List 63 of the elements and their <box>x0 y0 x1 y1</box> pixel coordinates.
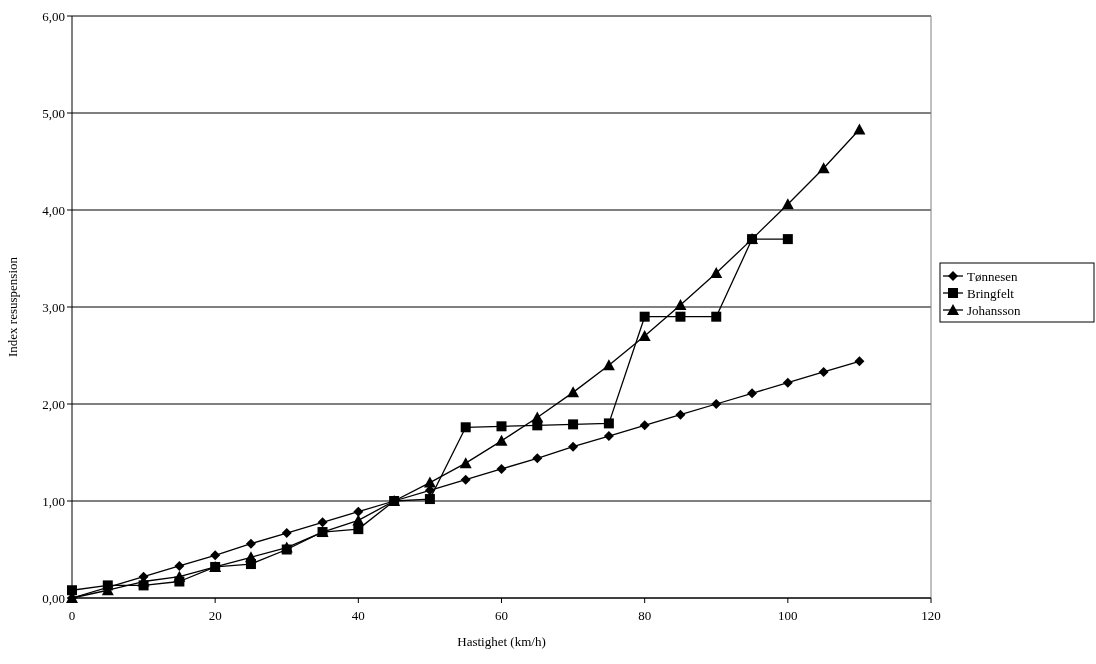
point <box>352 514 365 526</box>
legend-label: Johansson <box>967 302 1021 318</box>
point <box>817 162 830 174</box>
point <box>353 524 364 535</box>
x-tick-label: 100 <box>778 608 798 623</box>
y-axis-title: Index resuspension <box>5 256 20 358</box>
point <box>568 441 579 452</box>
y-tick-label: 5,00 <box>42 105 65 121</box>
point <box>603 431 614 442</box>
point <box>423 476 436 488</box>
point <box>210 550 221 561</box>
point <box>460 474 471 485</box>
point <box>424 494 435 505</box>
point <box>674 299 687 311</box>
y-tick-label: 3,00 <box>42 299 65 315</box>
x-tick-label: 80 <box>638 608 652 623</box>
x-tick-label: 60 <box>495 608 508 623</box>
x-tick-label: 120 <box>921 608 941 623</box>
point <box>532 453 543 464</box>
point <box>496 421 507 432</box>
point <box>567 386 580 398</box>
point <box>675 409 686 420</box>
point <box>568 419 579 430</box>
x-tick-label: 40 <box>351 608 365 623</box>
x-axis-title: Hastighet (km/h) <box>457 634 546 649</box>
point <box>495 434 508 446</box>
point <box>781 198 794 210</box>
point <box>639 311 650 322</box>
point <box>603 418 614 429</box>
point <box>853 123 866 135</box>
point <box>244 551 257 563</box>
point <box>602 359 615 371</box>
y-tick-label: 0,00 <box>42 590 65 606</box>
y-tick-label: 4,00 <box>42 202 65 218</box>
point <box>639 420 650 431</box>
point <box>67 585 77 596</box>
point <box>782 234 793 245</box>
point <box>496 463 507 474</box>
point <box>638 330 651 342</box>
x-tick-label: 0 <box>68 608 76 623</box>
point <box>460 422 471 433</box>
point <box>174 560 185 571</box>
y-tick-label: 2,00 <box>42 396 65 412</box>
point <box>281 528 292 539</box>
x-tick-label: 20 <box>208 608 222 623</box>
point <box>317 517 328 528</box>
y-tick-label: 6,00 <box>42 8 65 24</box>
point <box>782 377 793 388</box>
point <box>531 411 544 423</box>
point <box>710 267 723 279</box>
point <box>245 538 256 549</box>
point <box>173 570 186 582</box>
point <box>711 399 722 409</box>
point <box>711 311 722 322</box>
point <box>675 311 686 322</box>
point <box>818 366 829 377</box>
legend-label: Bringfelt <box>967 285 1015 301</box>
y-tick-label: 1,00 <box>42 493 65 509</box>
point <box>747 388 758 399</box>
legend-label: Tønnesen <box>967 268 1019 284</box>
point <box>459 457 472 469</box>
point <box>353 506 364 517</box>
point <box>854 356 865 367</box>
